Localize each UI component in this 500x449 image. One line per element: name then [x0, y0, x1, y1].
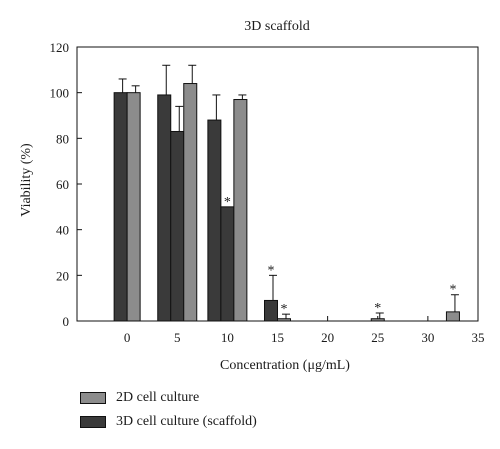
- y-tick-label-2: 40: [56, 223, 69, 238]
- significance-star-s0-x25-0: *: [374, 301, 381, 316]
- y-tick-label-5: 100: [50, 86, 70, 101]
- y-tick-label-1: 20: [56, 268, 69, 283]
- x-tick-label-4: 20: [321, 330, 334, 345]
- bar-chart: 3D scaffold 0 20 40 60 80 100 120 0 5 10 15 20 25 30 3…: [19, 19, 485, 373]
- bar-s0-x10-2: [233, 99, 248, 322]
- bar-s0-x25-0: [370, 318, 385, 322]
- x-tick-label-5: 25: [371, 330, 384, 345]
- x-tick-label-3: 15: [271, 330, 284, 345]
- bar-s1-x0-0: [113, 92, 128, 322]
- significance-star-s0-x15-1: *: [281, 302, 288, 317]
- x-tick-label-6: 30: [421, 330, 434, 345]
- y-tick-label-3: 60: [56, 177, 69, 192]
- legend-item-3d: 3D cell culture (scaffold): [80, 414, 257, 430]
- bars-group: * * * * *: [113, 64, 460, 322]
- bar-s1-x5-0: [157, 94, 172, 322]
- bar-s1-x15-0: [264, 299, 278, 322]
- significance-star-s0-x32_5-0: *: [449, 283, 456, 298]
- bar-s1-x10-1: [220, 206, 235, 322]
- x-axis-label: Concentration (μg/mL): [220, 358, 350, 373]
- x-tick-label-7: 35: [472, 330, 485, 345]
- y-tick-label-6: 120: [50, 40, 70, 55]
- bar-s0-x0-1: [126, 92, 141, 322]
- bar-s1-x10-0: [207, 119, 222, 322]
- y-tick-label-4: 80: [56, 131, 69, 146]
- legend-item-2d: 2D cell culture: [80, 390, 199, 406]
- legend-label-2d: 2D cell culture: [116, 390, 200, 405]
- bar-s0-x5-2: [183, 83, 198, 322]
- bar-s0-x32_5-0: [445, 311, 460, 322]
- chart-title: 3D scaffold: [244, 19, 309, 34]
- significance-star-s1-x10-1: *: [224, 195, 231, 210]
- y-axis-label: Viability (%): [19, 143, 34, 217]
- legend-swatch-3d: [80, 416, 106, 428]
- x-tick-label-1: 5: [174, 330, 181, 345]
- bar-s0-x15-1: [277, 318, 291, 322]
- x-tick-label-2: 10: [221, 330, 234, 345]
- y-tick-label-0: 0: [63, 314, 70, 329]
- bar-s1-x5-1: [170, 130, 185, 322]
- legend-label-3d: 3D cell culture (scaffold): [116, 414, 257, 429]
- x-tick-label-0: 0: [124, 330, 131, 345]
- significance-star-s1-x15-0: *: [268, 263, 275, 278]
- legend-swatch-2d: [80, 392, 106, 404]
